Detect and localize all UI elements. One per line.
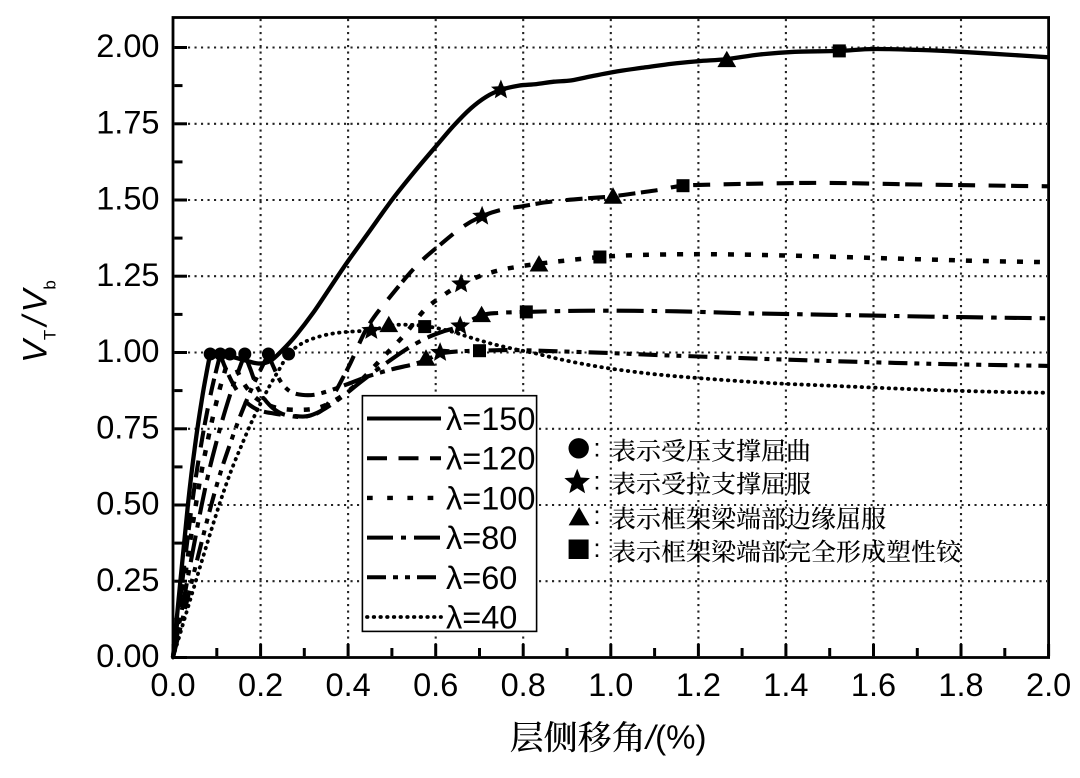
svg-text:λ=60: λ=60 xyxy=(446,560,517,596)
svg-text:1.00: 1.00 xyxy=(96,333,159,369)
svg-text:λ=80: λ=80 xyxy=(446,520,517,556)
svg-text:0.0: 0.0 xyxy=(150,667,195,703)
svg-text:0.75: 0.75 xyxy=(96,409,159,445)
svg-text:0.6: 0.6 xyxy=(413,667,458,703)
svg-text:1.8: 1.8 xyxy=(938,667,983,703)
svg-text:0.00: 0.00 xyxy=(96,638,159,674)
svg-text:VT/Vb: VT/Vb xyxy=(17,280,60,363)
svg-text:λ=120: λ=120 xyxy=(446,441,535,477)
svg-text:λ=100: λ=100 xyxy=(446,480,535,516)
svg-text:2.0: 2.0 xyxy=(1026,667,1071,703)
svg-text:0.25: 0.25 xyxy=(96,562,159,598)
svg-text:1.25: 1.25 xyxy=(96,257,159,293)
svg-text:0.8: 0.8 xyxy=(501,667,546,703)
svg-text:1.4: 1.4 xyxy=(763,667,808,703)
svg-text::: : xyxy=(593,465,600,495)
svg-text:λ=40: λ=40 xyxy=(446,600,517,636)
svg-text:0.2: 0.2 xyxy=(238,667,283,703)
svg-text::: : xyxy=(593,533,600,563)
svg-text:1.50: 1.50 xyxy=(96,181,159,217)
svg-text:/(%): /(%) xyxy=(644,719,707,756)
svg-text:1.6: 1.6 xyxy=(851,667,896,703)
svg-text::: : xyxy=(593,500,600,530)
svg-text:1.0: 1.0 xyxy=(588,667,633,703)
svg-text:0.50: 0.50 xyxy=(96,486,159,522)
svg-text:λ=150: λ=150 xyxy=(446,401,535,437)
svg-text:2.00: 2.00 xyxy=(96,28,159,64)
svg-text:1.75: 1.75 xyxy=(96,104,159,140)
svg-text::: : xyxy=(593,432,600,462)
svg-text:0.4: 0.4 xyxy=(326,667,371,703)
svg-text:1.2: 1.2 xyxy=(676,667,721,703)
